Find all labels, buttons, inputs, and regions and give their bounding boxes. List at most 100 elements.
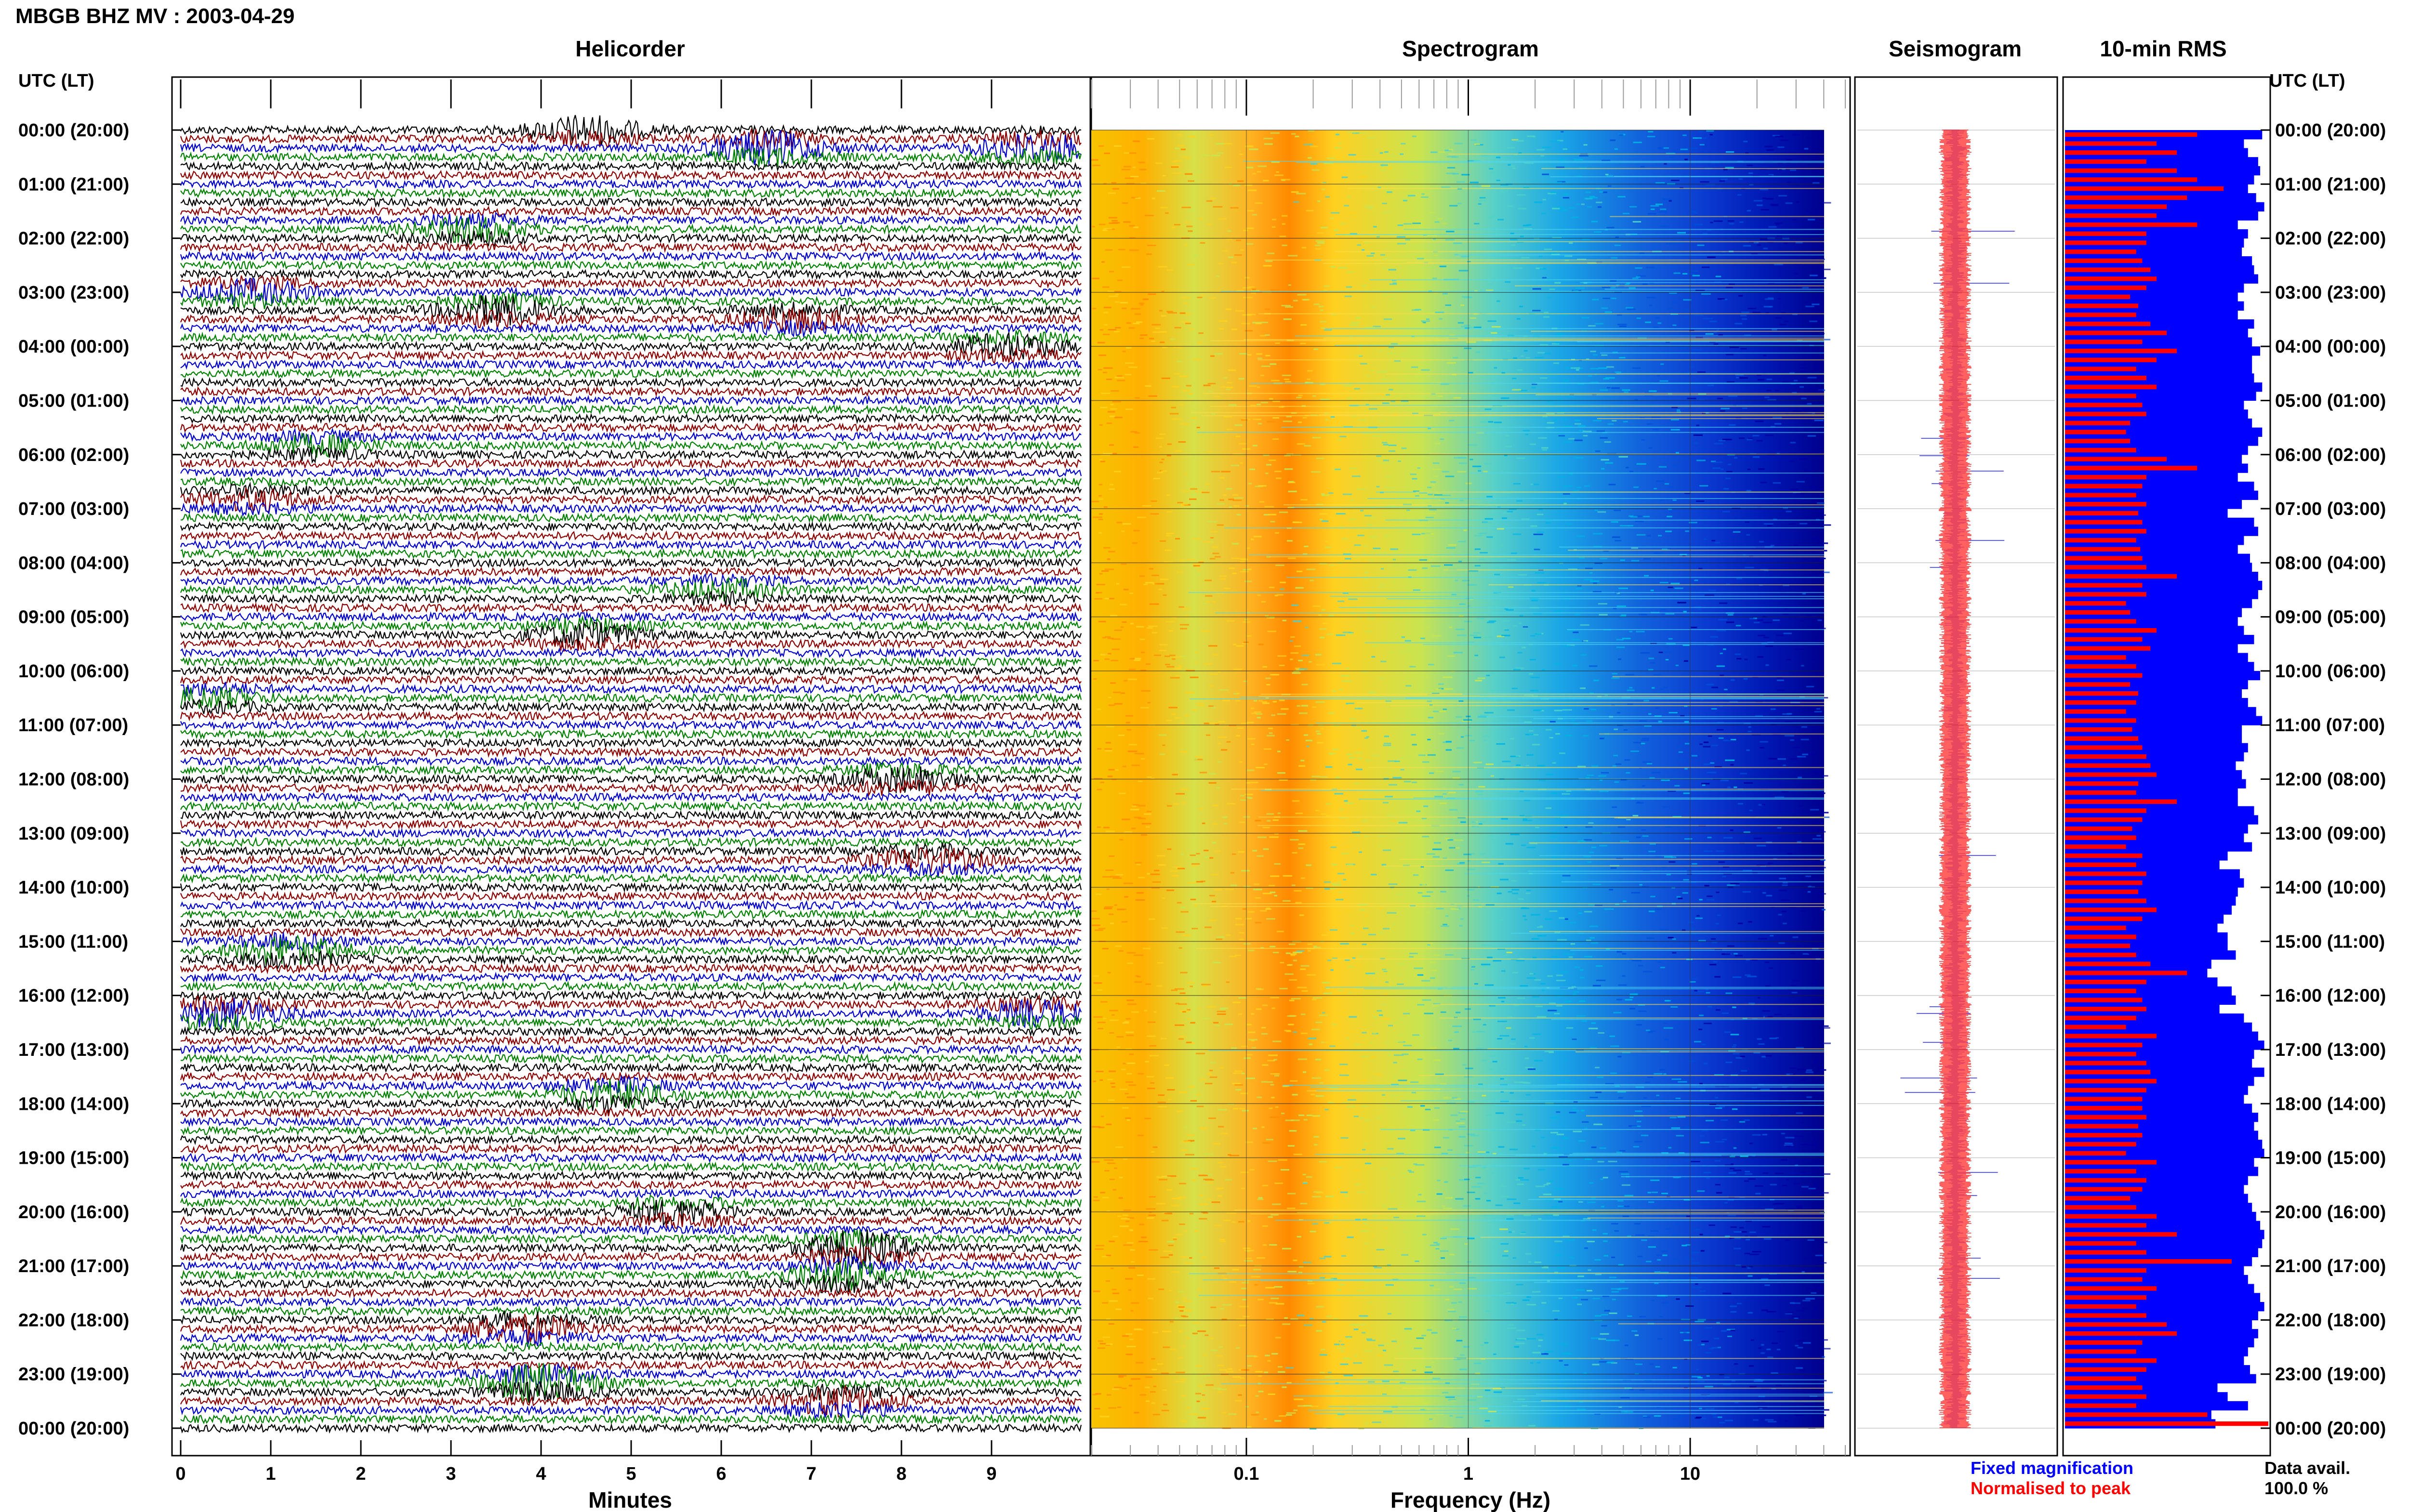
spectrogram-speckle [1800,620,1804,622]
spectrogram-speckle [1524,1046,1528,1047]
spectrogram-speckle [1179,404,1184,406]
spectrogram-speckle [1820,1421,1824,1423]
spectrogram-speckle [1610,298,1616,299]
spectrogram-speckle [1295,902,1302,904]
spectrogram-speckle [1364,577,1368,579]
spectrogram-speckle [1470,969,1475,971]
spectrogram-speckle [1398,1018,1405,1020]
spectrogram-speckle [1266,813,1274,815]
spectrogram-speckle [1139,169,1147,171]
spectrogram-speckle [1720,653,1723,655]
spectrogram-speckle [1633,1146,1639,1148]
spectrogram-speckle [1332,377,1339,379]
spectrogram-speckle [1722,866,1729,868]
spectrogram-speckle [1543,1184,1549,1186]
spectrogram-speckle [1138,302,1145,304]
spectrogram-speckle [1210,540,1214,542]
spectrogram-speckle [1564,827,1568,828]
spectrogram-speckle [1235,310,1244,312]
spectrogram-speckle [1671,856,1677,858]
helicorder-x-tick-label: 5 [626,1464,636,1484]
spectrogram-speckle [1434,339,1443,341]
spectrogram-speckle [1692,1262,1700,1264]
spectrogram-speckle [1122,765,1126,767]
spectrogram-speckle [1802,953,1809,955]
spectrogram-speckle [1823,1027,1830,1029]
spectrogram-speckle [1362,1149,1366,1151]
spectrogram-speckle [1199,772,1207,774]
spectrogram-speckle [1778,942,1785,944]
spectrogram-speckle [1617,712,1621,714]
spectrogram-speckle [1198,218,1204,220]
spectrogram-speckle [1332,749,1339,750]
spectrogram-speckle [1521,355,1524,357]
spectrogram-speckle [1484,636,1493,638]
spectrogram-speckle [1575,1289,1585,1291]
spectrogram-speckle [1255,202,1263,204]
spectrogram-speckle [1236,693,1240,695]
spectrogram-speckle [1678,1081,1687,1083]
spectrogram-speckle [1777,146,1785,148]
spectrogram-speckle [1371,306,1375,308]
spectrogram-speckle [1182,608,1191,610]
spectrogram-speckle [1374,1267,1382,1269]
spectrogram-speckle [1560,1343,1569,1345]
spectrogram-speckle [1205,1179,1214,1181]
spectrogram-speckle [1353,783,1361,785]
spectrogram-speckle [1433,954,1440,956]
spectrogram-speckle [1588,325,1596,327]
spectrogram-speckle [1689,329,1694,331]
spectrogram-speckle [1377,835,1386,837]
spectrogram-speckle [1402,1384,1411,1386]
spectrogram-speckle [1474,565,1481,566]
spectrogram-speckle [1660,208,1667,210]
spectrogram-speckle [1660,1272,1669,1274]
spectrogram-speckle [1129,249,1139,251]
spectrogram-speckle [1512,378,1517,380]
spectrogram-speckle [1659,928,1669,930]
spectrogram-speckle [1660,967,1665,969]
spectrogram-speckle [1410,1081,1419,1083]
spectrogram-speckle [1524,919,1527,920]
spectrogram-speckle [1315,810,1319,812]
spectrogram-speckle [1806,1096,1812,1098]
spectrogram-speckle [1335,146,1339,148]
spectrogram-speckle [1363,1377,1373,1379]
spectrogram-speckle [1747,469,1751,470]
spectrogram-speckle [1722,1384,1731,1385]
spectrogram-speckle [1434,1107,1440,1109]
spectrogram-speckle [1511,1039,1516,1040]
spectrogram-speckle [1786,1209,1794,1210]
spectrogram-speckle [1376,486,1380,487]
spectrogram-speckle [1179,1183,1186,1184]
spectrogram-speckle [1296,396,1302,398]
spectrogram-speckle [1770,426,1775,428]
spectrogram-speckle [1649,304,1653,306]
spectrogram-speckle [1487,621,1495,623]
spectrogram-speckle [1703,746,1710,748]
spectrogram-speckle [1440,438,1444,440]
spectrogram-speckle [1240,1171,1249,1173]
spectrogram-speckle [1821,867,1826,868]
spectrogram-speckle [1412,1034,1420,1036]
spectrogram-speckle [1726,381,1735,383]
spectrogram-speckle [1596,979,1606,981]
spectrogram-speckle [1608,1160,1618,1162]
spectrogram-speckle [1271,1298,1279,1300]
spectrogram-speckle [1592,1298,1601,1300]
spectrogram-speckle [1799,1080,1806,1081]
spectrogram-speckle [1567,629,1575,631]
spectrogram-speckle [1339,526,1344,528]
spectrogram-speckle [1511,552,1517,554]
spectrogram-speckle [1635,521,1644,522]
spectrogram-speckle [1216,1188,1221,1190]
spectrogram-speckle [1484,463,1492,465]
spectrogram-speckle [1716,1009,1721,1011]
spectrogram-speckle [1509,1231,1512,1233]
spectrogram-speckle [1394,391,1404,393]
spectrogram-speckle [1767,1356,1774,1358]
spectrogram-speckle [1150,1391,1156,1393]
spectrogram-speckle [1138,1073,1144,1075]
spectrogram-speckle [1651,1300,1655,1302]
spectrogram-speckle [1447,839,1453,841]
